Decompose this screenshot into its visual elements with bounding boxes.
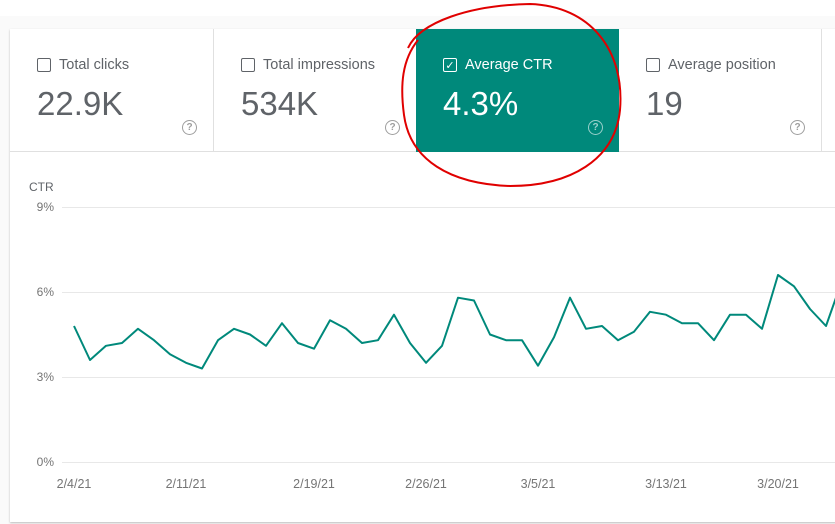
metric-tile-overflow <box>822 29 835 152</box>
metric-value: 534K <box>241 85 319 122</box>
metric-value: 19 <box>646 85 683 122</box>
checkbox-icon[interactable] <box>646 58 660 72</box>
y-tick: 0% <box>36 455 54 469</box>
x-tick: 3/20/21 <box>757 477 799 491</box>
checkbox-icon[interactable] <box>37 58 51 72</box>
x-tick: 3/13/21 <box>645 477 687 491</box>
x-tick: 3/5/21 <box>520 477 556 491</box>
help-icon[interactable]: ? <box>790 120 805 135</box>
y-tick: 6% <box>36 285 54 299</box>
y-axis-title: CTR <box>29 180 54 194</box>
metric-label: Total impressions <box>263 57 376 73</box>
x-tick: 2/11/21 <box>165 477 207 491</box>
metric-label: Total clicks <box>59 57 130 73</box>
metric-value: 22.9K <box>37 85 124 122</box>
y-tick: 3% <box>36 370 54 384</box>
ctr-series-line <box>73 274 835 370</box>
x-tick: 2/26/21 <box>405 477 447 491</box>
y-tick: 9% <box>36 200 54 214</box>
metric-label: Average position <box>668 57 776 73</box>
gridlines <box>62 207 835 463</box>
help-icon[interactable]: ? <box>182 120 197 135</box>
x-tick: 2/19/21 <box>293 477 335 491</box>
metric-tile-average-position[interactable]: Average position 19 ? <box>619 29 822 152</box>
metric-tile-total-clicks[interactable]: Total clicks 22.9K ? <box>10 29 214 152</box>
x-tick: 2/4/21 <box>56 477 92 491</box>
checkbox-icon[interactable] <box>241 58 255 72</box>
help-icon[interactable]: ? <box>385 120 400 135</box>
